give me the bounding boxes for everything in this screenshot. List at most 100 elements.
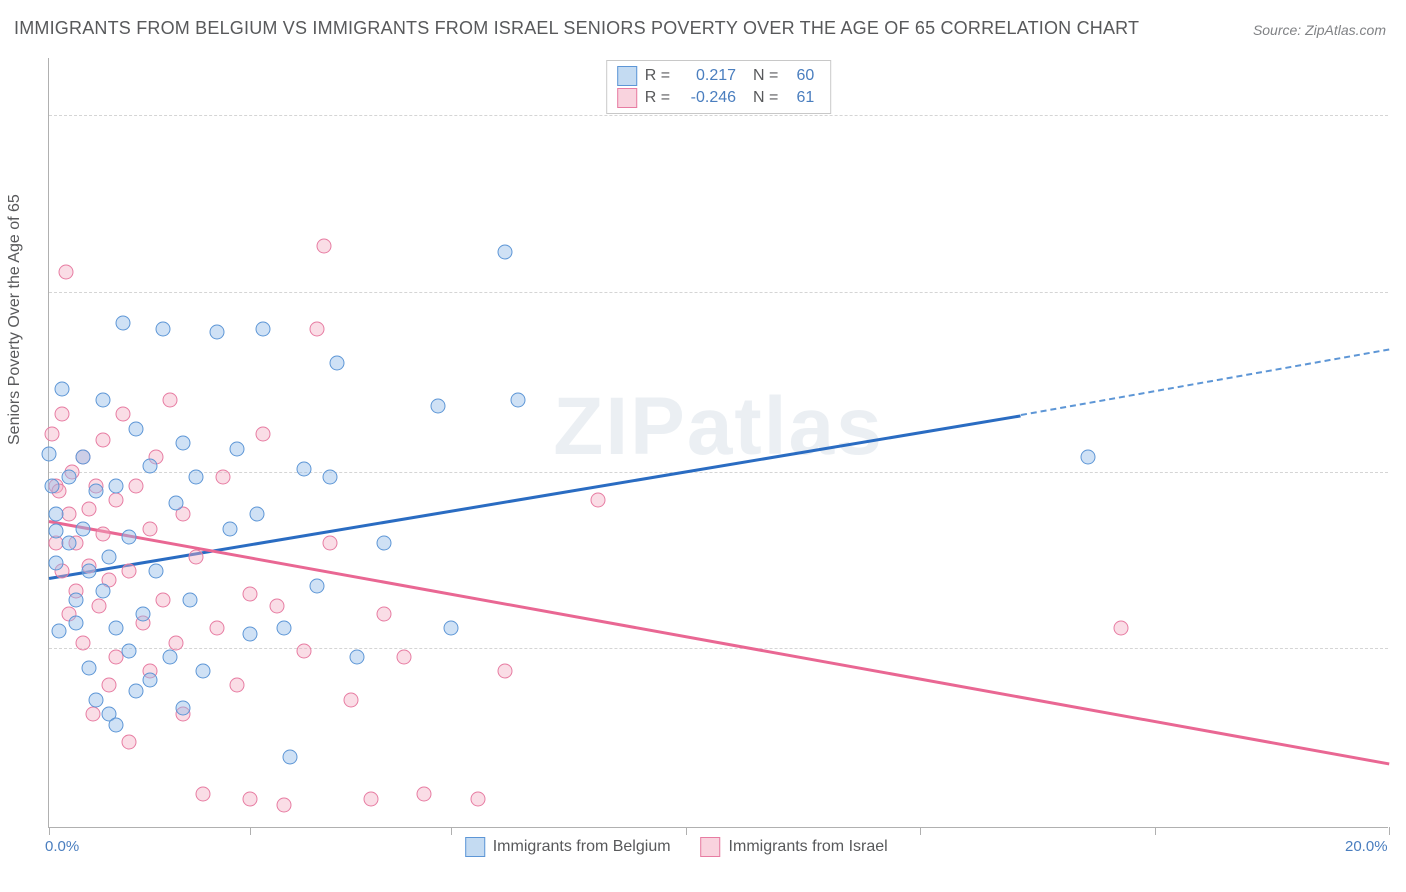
data-point <box>115 407 130 422</box>
data-point <box>95 527 110 542</box>
data-point <box>256 321 271 336</box>
legend-label-blue: Immigrants from Belgium <box>493 838 671 856</box>
gridline <box>49 292 1388 293</box>
data-point <box>122 644 137 659</box>
stats-legend-box: R = 0.217 N = 60 R = -0.246 N = 61 <box>606 60 832 114</box>
data-point <box>343 692 358 707</box>
y-tick-label: 18.8% <box>1393 283 1406 300</box>
data-point <box>196 786 211 801</box>
data-point <box>75 521 90 536</box>
data-point <box>182 592 197 607</box>
stats-r-label: R = <box>645 65 670 87</box>
x-tick <box>49 827 50 835</box>
data-point <box>216 470 231 485</box>
x-lim-label: 0.0% <box>45 838 79 855</box>
data-point <box>497 664 512 679</box>
data-point <box>88 692 103 707</box>
stats-n-label: N = <box>744 87 778 109</box>
data-point <box>162 649 177 664</box>
data-point <box>1080 450 1095 465</box>
data-point <box>109 478 124 493</box>
data-point <box>591 493 606 508</box>
data-point <box>102 678 117 693</box>
swatch-blue-icon <box>617 66 637 86</box>
stats-r-pink: -0.246 <box>678 87 736 109</box>
data-point <box>497 244 512 259</box>
data-point <box>169 635 184 650</box>
swatch-blue-icon <box>465 837 485 857</box>
data-point <box>82 661 97 676</box>
data-point <box>95 393 110 408</box>
data-point <box>102 550 117 565</box>
y-tick-label: 6.3% <box>1393 640 1406 657</box>
data-point <box>92 598 107 613</box>
data-point <box>48 524 63 539</box>
watermark-text: ZIPatlas <box>553 380 883 474</box>
data-point <box>222 521 237 536</box>
data-point <box>149 564 164 579</box>
data-point <box>276 621 291 636</box>
data-point <box>122 564 137 579</box>
data-point <box>45 478 60 493</box>
data-point <box>196 664 211 679</box>
data-point <box>363 792 378 807</box>
swatch-pink-icon <box>617 88 637 108</box>
data-point <box>511 393 526 408</box>
data-point <box>68 592 83 607</box>
data-point <box>48 507 63 522</box>
source-attribution: Source: ZipAtlas.com <box>1253 22 1386 38</box>
stats-r-blue: 0.217 <box>678 65 736 87</box>
data-point <box>296 461 311 476</box>
x-tick <box>1155 827 1156 835</box>
data-point <box>122 735 137 750</box>
trend-line <box>1020 349 1389 417</box>
data-point <box>209 621 224 636</box>
data-point <box>243 587 258 602</box>
legend-label-pink: Immigrants from Israel <box>729 838 888 856</box>
data-point <box>417 786 432 801</box>
data-point <box>62 507 77 522</box>
data-point <box>310 578 325 593</box>
data-point <box>243 627 258 642</box>
data-point <box>75 635 90 650</box>
x-tick <box>920 827 921 835</box>
x-tick <box>1389 827 1390 835</box>
data-point <box>283 749 298 764</box>
data-point <box>62 470 77 485</box>
data-point <box>85 706 100 721</box>
chart-title: IMMIGRANTS FROM BELGIUM VS IMMIGRANTS FR… <box>14 18 1139 39</box>
data-point <box>397 649 412 664</box>
data-point <box>162 393 177 408</box>
data-point <box>296 644 311 659</box>
stats-row-blue: R = 0.217 N = 60 <box>617 65 815 87</box>
stats-row-pink: R = -0.246 N = 61 <box>617 87 815 109</box>
data-point <box>256 427 271 442</box>
data-point <box>323 470 338 485</box>
data-point <box>229 678 244 693</box>
data-point <box>249 507 264 522</box>
stats-r-label: R = <box>645 87 670 109</box>
data-point <box>55 407 70 422</box>
data-point <box>276 798 291 813</box>
plot-area: ZIPatlas R = 0.217 N = 60 R = -0.246 N =… <box>48 58 1388 828</box>
gridline <box>49 472 1388 473</box>
data-point <box>55 381 70 396</box>
data-point <box>169 495 184 510</box>
data-point <box>243 792 258 807</box>
data-point <box>142 672 157 687</box>
data-point <box>155 321 170 336</box>
data-point <box>109 621 124 636</box>
data-point <box>444 621 459 636</box>
data-point <box>323 535 338 550</box>
data-point <box>115 316 130 331</box>
x-tick <box>451 827 452 835</box>
data-point <box>330 356 345 371</box>
trend-line <box>49 520 1389 765</box>
data-point <box>58 264 73 279</box>
data-point <box>155 592 170 607</box>
data-point <box>142 521 157 536</box>
data-point <box>229 441 244 456</box>
data-point <box>316 239 331 254</box>
data-point <box>82 564 97 579</box>
data-point <box>377 535 392 550</box>
